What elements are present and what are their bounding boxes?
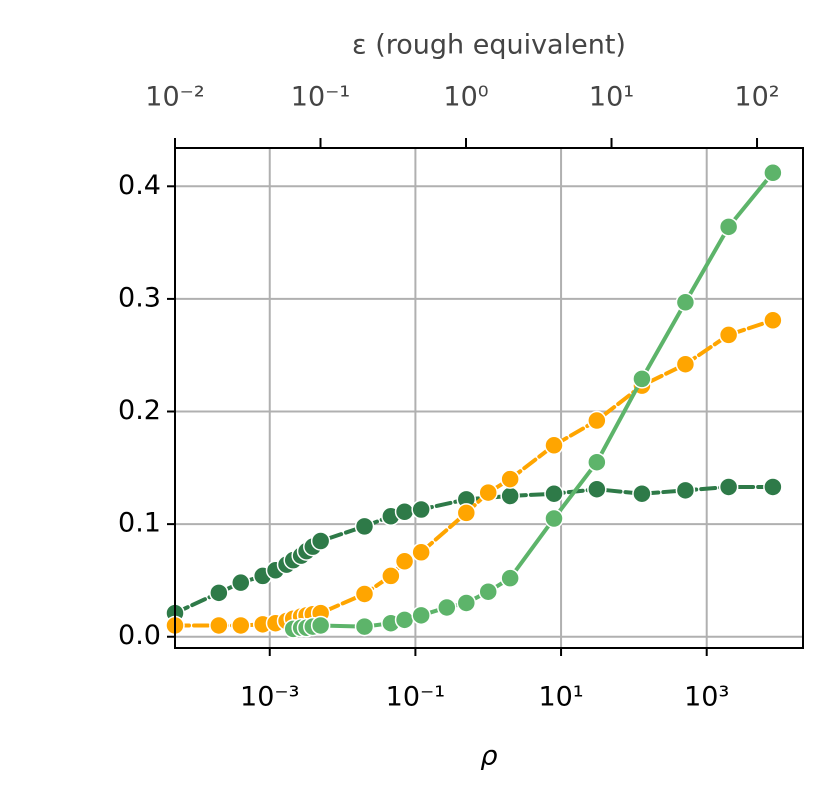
data-point: [231, 572, 251, 593]
x-tick-label: 10³: [684, 682, 729, 713]
data-point: [456, 593, 477, 613]
data-point: [437, 597, 457, 618]
data-point: [478, 581, 498, 602]
data-point: [500, 568, 520, 588]
data-point: [632, 369, 652, 389]
data-point: [500, 469, 520, 489]
x2-tick-label: 10²: [734, 82, 779, 113]
data-point: [544, 508, 564, 529]
y-tick-label: 0.0: [118, 620, 161, 651]
data-point: [411, 499, 431, 520]
x2-tick-label: 10¹: [589, 82, 634, 113]
data-point: [231, 615, 251, 636]
x-axis-label: ρ: [480, 741, 497, 772]
data-point: [544, 435, 564, 456]
data-point: [411, 605, 431, 626]
x-tick-label: 10⁻¹: [386, 682, 445, 713]
x2-tick-label: 10⁰: [443, 82, 488, 113]
x2-axis-label: ε (rough equivalent): [352, 30, 626, 61]
data-point: [675, 480, 696, 501]
data-point: [500, 486, 520, 506]
y-tick-label: 0.4: [118, 170, 161, 201]
plot-frame: [174, 147, 804, 649]
data-point: [478, 482, 498, 503]
data-point: [310, 615, 331, 636]
data-point: [763, 163, 783, 183]
y-tick-label: 0.2: [118, 395, 161, 426]
data-point: [354, 516, 375, 537]
data-point: [587, 410, 607, 431]
data-point: [675, 354, 696, 374]
x-tick-label: 10⁻³: [240, 682, 299, 713]
x2-tick-label: 10⁻²: [145, 82, 204, 113]
data-point: [354, 616, 375, 637]
data-point: [381, 566, 401, 586]
series-line: [291, 170, 775, 631]
data-point: [354, 584, 375, 604]
x-tick-label: 10¹: [538, 682, 583, 713]
data-point: [718, 477, 739, 497]
data-point: [394, 551, 415, 572]
x2-tick-label: 10⁻¹: [291, 82, 350, 113]
data-point: [587, 452, 607, 472]
data-point: [544, 483, 564, 504]
data-point: [394, 610, 415, 630]
data-point: [718, 325, 739, 345]
data-point: [587, 479, 607, 499]
data-point: [209, 615, 229, 636]
data-point: [763, 477, 783, 497]
data-point: [456, 503, 477, 523]
data-point: [675, 292, 696, 313]
data-point: [209, 583, 229, 603]
data-point: [394, 501, 415, 522]
y-tick-label: 0.1: [118, 508, 161, 539]
data-point: [763, 310, 783, 331]
data-point: [411, 542, 431, 563]
data-point: [718, 217, 739, 237]
y-tick-label: 0.3: [118, 282, 161, 313]
data-point: [310, 531, 331, 551]
data-point: [632, 483, 652, 504]
